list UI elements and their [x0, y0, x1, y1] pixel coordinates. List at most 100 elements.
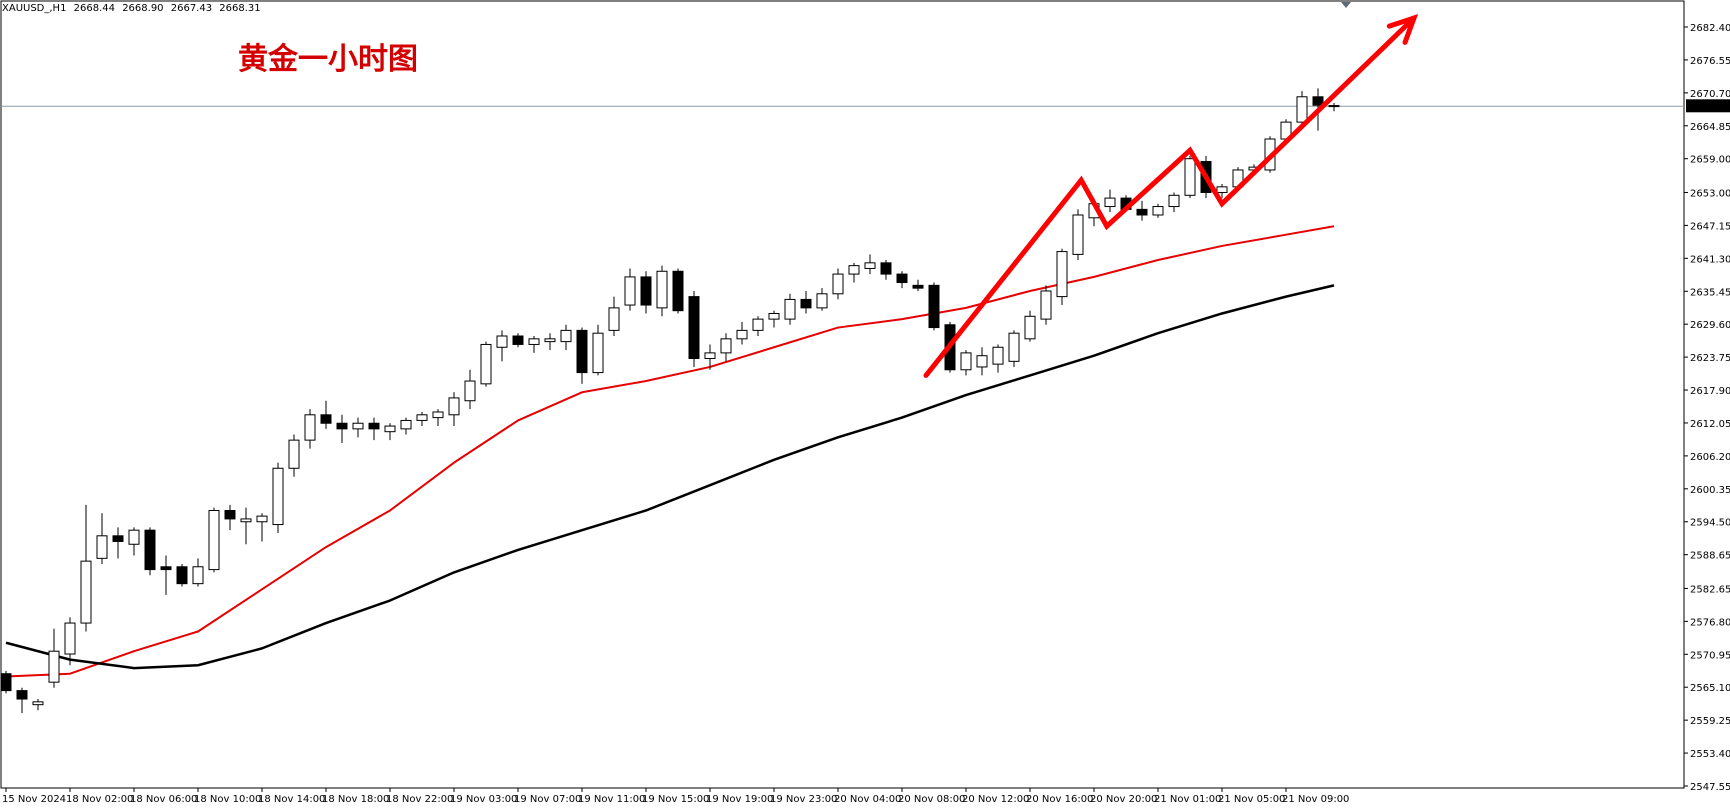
- bull-candle: [1104, 197, 1116, 208]
- open-value: 2668.44: [73, 3, 115, 14]
- annotation-title: 黄金一小时图: [238, 42, 418, 77]
- bull-candle: [352, 422, 364, 430]
- bull-candle: [48, 650, 60, 683]
- bull-candle: [752, 318, 764, 331]
- bull-candle: [208, 509, 220, 571]
- bull-candle: [864, 262, 876, 269]
- x-tick-label: 18 Nov 02:00: [66, 794, 133, 805]
- bull-candle: [496, 335, 508, 348]
- bull-candle: [80, 560, 92, 624]
- y-tick-label: 2670.70: [1690, 89, 1730, 100]
- bear-candle: [912, 284, 924, 289]
- x-tick-label: 18 Nov 14:00: [258, 794, 325, 805]
- bull-candle: [128, 529, 140, 545]
- y-tick-label: 2565.10: [1690, 683, 1730, 694]
- x-tick-label: 18 Nov 22:00: [386, 794, 453, 805]
- bull-candle: [288, 439, 300, 469]
- bull-candle: [400, 419, 412, 430]
- y-tick-label: 2653.00: [1690, 188, 1730, 199]
- y-tick-label: 2617.90: [1690, 386, 1730, 397]
- symbol-header: XAUUSD_,H1 2668.44 2668.90 2667.43 2668.…: [2, 3, 265, 14]
- y-tick-label: 2659.00: [1690, 155, 1730, 166]
- bull-candle: [560, 329, 572, 343]
- bull-candle: [832, 273, 844, 295]
- bull-candle: [544, 338, 556, 343]
- x-tick-label: 21 Nov 05:00: [1218, 794, 1285, 805]
- y-tick-label: 2582.65: [1690, 584, 1730, 595]
- x-tick-label: 19 Nov 03:00: [450, 794, 517, 805]
- bear-candle: [1312, 96, 1324, 106]
- bull-candle: [272, 467, 284, 526]
- bear-candle: [896, 273, 908, 284]
- bull-candle: [784, 298, 796, 320]
- bull-candle: [1024, 315, 1036, 340]
- y-tick-label: 2664.85: [1690, 122, 1730, 133]
- y-tick-label: 2623.75: [1690, 353, 1730, 364]
- x-tick-label: 20 Nov 16:00: [1026, 794, 1093, 805]
- bear-candle: [880, 262, 892, 275]
- bear-candle: [800, 298, 812, 309]
- y-tick-label: 2612.05: [1690, 419, 1730, 430]
- bull-candle: [1072, 214, 1084, 255]
- bull-candle: [960, 352, 972, 371]
- y-tick-label: 2594.50: [1690, 518, 1730, 529]
- bull-candle: [480, 343, 492, 385]
- bull-candle: [1040, 290, 1052, 320]
- trend-arrow-head: [1386, 13, 1419, 45]
- bull-candle: [384, 425, 396, 433]
- bull-candle: [1152, 206, 1164, 216]
- bull-candle: [976, 355, 988, 368]
- ma-fast-line: [5, 225, 1335, 678]
- current-price-badge: [1686, 99, 1730, 113]
- bear-candle: [368, 422, 380, 430]
- bull-candle: [736, 329, 748, 340]
- plot-frame: [0, 0, 1685, 789]
- bull-candle: [592, 332, 604, 374]
- bull-candle: [240, 518, 252, 523]
- bull-candle: [528, 338, 540, 345]
- bear-candle: [640, 276, 652, 306]
- bull-candle: [32, 701, 44, 706]
- shift-marker-icon: [1341, 2, 1351, 8]
- y-tick-label: 2676.55: [1690, 56, 1730, 67]
- bull-candle: [1296, 96, 1308, 123]
- bull-candle: [992, 346, 1004, 365]
- bull-candle: [816, 293, 828, 309]
- y-tick-label: 2559.25: [1690, 716, 1730, 727]
- y-tick-label: 2682.40: [1690, 23, 1730, 34]
- bull-candle: [432, 411, 444, 419]
- bull-candle: [1216, 186, 1228, 193]
- x-tick-label: 21 Nov 09:00: [1282, 794, 1349, 805]
- close-value: 2668.31: [219, 3, 261, 14]
- bull-candle: [704, 352, 716, 360]
- x-tick-label: 19 Nov 23:00: [770, 794, 837, 805]
- trend-arrow-path: [923, 15, 1417, 378]
- bear-candle: [112, 535, 124, 542]
- y-tick-label: 2600.35: [1690, 485, 1730, 496]
- x-tick-label: 19 Nov 07:00: [514, 794, 581, 805]
- bear-candle: [576, 329, 588, 374]
- y-tick-label: 2629.60: [1690, 320, 1730, 331]
- high-value: 2668.90: [122, 3, 164, 14]
- x-tick-label: 18 Nov 18:00: [322, 794, 389, 805]
- bull-candle: [256, 515, 268, 523]
- bear-candle: [512, 335, 524, 345]
- bull-candle: [464, 380, 476, 402]
- bull-candle: [64, 622, 76, 655]
- y-tick-label: 2647.15: [1690, 221, 1730, 232]
- bull-candle: [1168, 194, 1180, 208]
- x-tick-label: 15 Nov 2024: [2, 794, 66, 805]
- bear-candle: [928, 284, 940, 329]
- bull-candle: [1008, 332, 1020, 362]
- y-tick-label: 2553.40: [1690, 749, 1730, 760]
- bear-candle: [1136, 208, 1148, 216]
- ma-slow-line: [5, 284, 1335, 670]
- y-tick-label: 2635.45: [1690, 287, 1730, 298]
- low-value: 2667.43: [170, 3, 213, 14]
- current-price-label: 2668.31: [1689, 102, 1730, 113]
- y-tick-label: 2570.95: [1690, 650, 1730, 661]
- bull-candle: [192, 566, 204, 585]
- bear-candle: [0, 673, 12, 692]
